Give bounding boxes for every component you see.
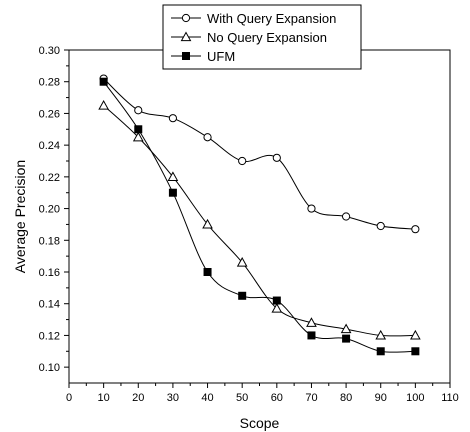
x-tick-label: 60 (271, 392, 283, 404)
data-point (307, 204, 316, 213)
y-tick-label: 0.20 (39, 204, 60, 216)
x-axis-title: Scope (240, 415, 280, 431)
x-tick-label: 70 (305, 392, 317, 404)
x-tick-label: 50 (236, 392, 248, 404)
y-tick-label: 0.10 (39, 362, 60, 374)
data-point (410, 329, 421, 340)
legend-label: UFM (207, 49, 235, 64)
series-0 (99, 74, 420, 234)
series-layer (98, 74, 421, 356)
x-tick-label: 10 (98, 392, 110, 404)
legend-marker (182, 52, 190, 60)
data-point (203, 268, 212, 276)
data-point (376, 347, 385, 356)
series-line (103, 105, 416, 337)
legend-marker (180, 31, 192, 42)
data-point (307, 331, 316, 340)
y-tick-label: 0.30 (39, 45, 60, 57)
legend: With Query Expansion No Query Expansion UF… (162, 4, 362, 70)
y-axis-title: Average Precision (12, 160, 28, 273)
x-tick-label: 20 (132, 392, 144, 404)
series-1 (98, 99, 421, 340)
data-point (342, 334, 351, 343)
y-tick-label: 0.24 (39, 140, 60, 152)
legend-marker (181, 13, 191, 23)
data-point (411, 347, 420, 356)
y-tick-label: 0.26 (39, 108, 60, 120)
y-tick-label: 0.14 (39, 299, 60, 311)
legend-label: No Query Expansion (207, 30, 327, 45)
data-point (168, 114, 178, 123)
x-tick-label: 0 (66, 392, 72, 404)
data-point (272, 296, 281, 305)
data-point (340, 323, 352, 334)
series-line (103, 78, 416, 230)
x-tick-label: 90 (375, 392, 387, 404)
y-axis-ticks: 0.10 0.12 0.14 0.16 0.18 0.20 0.22 0.24 0.26 0.28… (39, 45, 69, 374)
data-point (134, 125, 143, 134)
data-point (376, 221, 385, 231)
plot-border (68, 49, 451, 384)
series-line (103, 81, 416, 353)
data-point (238, 156, 247, 166)
y-tick-label: 0.12 (39, 330, 60, 342)
y-tick-label: 0.22 (39, 172, 60, 184)
legend-label: With Query Expansion (207, 11, 336, 26)
y-tick-label: 0.16 (39, 267, 60, 279)
x-tick-label: 80 (340, 392, 352, 404)
x-tick-label: 40 (201, 392, 213, 404)
data-point (168, 188, 177, 197)
data-point (411, 225, 420, 234)
data-point (98, 99, 109, 110)
data-point (272, 153, 281, 162)
data-point (271, 302, 283, 313)
plot-frame (68, 49, 451, 384)
data-point (202, 218, 213, 229)
x-tick-label: 30 (167, 392, 179, 404)
data-point (375, 329, 387, 340)
data-point (134, 106, 143, 115)
data-point (167, 171, 179, 181)
data-point (132, 131, 144, 142)
y-tick-label: 0.28 (39, 77, 60, 89)
series-2 (99, 77, 420, 356)
x-tick-label: 110 (441, 392, 459, 404)
x-axis-ticks: 0 10 20 30 40 50 60 70 80 90 100 110 (66, 383, 459, 404)
data-point (203, 133, 212, 142)
y-tick-label: 0.18 (39, 235, 60, 247)
data-point (236, 256, 248, 267)
x-tick-label: 100 (406, 392, 424, 404)
data-point (341, 212, 351, 221)
data-point (238, 291, 247, 300)
data-point (99, 77, 108, 86)
data-point (306, 317, 317, 327)
